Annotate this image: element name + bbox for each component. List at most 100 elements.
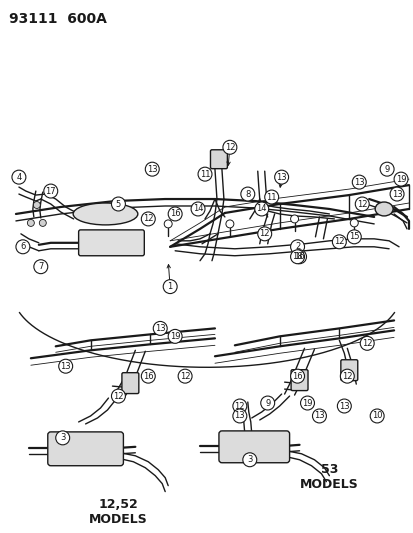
Circle shape <box>240 187 254 201</box>
Text: 4: 4 <box>16 173 21 182</box>
Circle shape <box>178 369 192 383</box>
Text: 12: 12 <box>142 214 153 223</box>
Text: 16: 16 <box>294 252 304 261</box>
Circle shape <box>264 190 278 204</box>
Circle shape <box>349 219 357 227</box>
Text: 14: 14 <box>192 205 203 214</box>
Text: 5: 5 <box>116 199 121 208</box>
Circle shape <box>33 201 40 208</box>
Text: 15: 15 <box>348 232 358 241</box>
Text: 12: 12 <box>224 143 235 152</box>
Circle shape <box>290 369 304 383</box>
Circle shape <box>292 250 306 264</box>
Circle shape <box>27 220 34 227</box>
Text: 13: 13 <box>147 165 157 174</box>
Circle shape <box>59 359 72 373</box>
FancyBboxPatch shape <box>340 360 357 381</box>
Text: 8: 8 <box>244 190 250 199</box>
Text: 18: 18 <box>292 252 302 261</box>
Text: 12: 12 <box>234 401 244 410</box>
Circle shape <box>39 220 46 227</box>
Text: 1: 1 <box>167 282 172 291</box>
Text: 13: 13 <box>234 411 244 421</box>
Circle shape <box>12 170 26 184</box>
Circle shape <box>351 175 366 189</box>
Circle shape <box>354 197 368 211</box>
Circle shape <box>389 187 403 201</box>
Text: 13: 13 <box>313 411 324 421</box>
Text: 12: 12 <box>259 229 269 238</box>
Text: 13: 13 <box>275 173 286 182</box>
Text: 9: 9 <box>384 165 389 174</box>
Circle shape <box>225 220 233 228</box>
Circle shape <box>260 396 274 410</box>
Text: 53
MODELS: 53 MODELS <box>299 463 358 491</box>
Text: 7: 7 <box>38 262 43 271</box>
FancyBboxPatch shape <box>47 432 123 466</box>
Text: 12: 12 <box>356 199 367 208</box>
Text: 16: 16 <box>292 372 302 381</box>
Text: 9: 9 <box>264 399 270 408</box>
Circle shape <box>393 172 407 186</box>
Text: 13: 13 <box>391 190 401 199</box>
Circle shape <box>347 230 361 244</box>
Text: 11: 11 <box>266 192 276 201</box>
Circle shape <box>290 240 304 254</box>
Text: 93111  600A: 93111 600A <box>9 12 107 26</box>
Circle shape <box>56 431 69 445</box>
Circle shape <box>168 207 182 221</box>
Circle shape <box>242 453 256 467</box>
Text: 12: 12 <box>179 372 190 381</box>
Text: 10: 10 <box>371 411 382 421</box>
Circle shape <box>191 202 204 216</box>
Text: 6: 6 <box>20 243 26 251</box>
Circle shape <box>379 162 393 176</box>
Circle shape <box>369 409 383 423</box>
Circle shape <box>44 184 57 198</box>
Text: 12: 12 <box>341 372 352 381</box>
Text: 12: 12 <box>333 237 344 246</box>
Circle shape <box>254 202 268 216</box>
Text: 16: 16 <box>142 372 153 381</box>
Circle shape <box>163 280 177 294</box>
Text: 13: 13 <box>154 324 165 333</box>
Text: 13: 13 <box>338 401 349 410</box>
Circle shape <box>290 215 298 223</box>
FancyBboxPatch shape <box>218 431 289 463</box>
FancyBboxPatch shape <box>210 150 227 168</box>
Circle shape <box>145 162 159 176</box>
Circle shape <box>153 321 167 335</box>
Circle shape <box>34 260 47 273</box>
Circle shape <box>337 399 351 413</box>
Circle shape <box>232 399 246 413</box>
Text: 2: 2 <box>294 243 299 251</box>
Text: 12: 12 <box>113 392 123 401</box>
FancyBboxPatch shape <box>78 230 144 256</box>
Circle shape <box>111 389 125 403</box>
Circle shape <box>16 240 30 254</box>
Text: 16: 16 <box>169 209 180 219</box>
Text: 3: 3 <box>247 455 252 464</box>
Circle shape <box>339 369 354 383</box>
Circle shape <box>141 369 155 383</box>
Circle shape <box>141 212 155 226</box>
FancyBboxPatch shape <box>121 373 138 393</box>
Text: 14: 14 <box>256 205 266 214</box>
Text: 13: 13 <box>60 362 71 371</box>
Circle shape <box>290 250 304 264</box>
Text: 3: 3 <box>60 433 65 442</box>
Ellipse shape <box>73 203 138 225</box>
Circle shape <box>197 167 211 181</box>
Text: 13: 13 <box>353 177 364 187</box>
Circle shape <box>359 336 373 350</box>
Circle shape <box>257 227 271 241</box>
Text: 19: 19 <box>301 399 312 408</box>
Circle shape <box>312 409 325 423</box>
Circle shape <box>332 235 346 249</box>
Ellipse shape <box>374 202 392 216</box>
Circle shape <box>164 220 172 228</box>
Circle shape <box>111 197 125 211</box>
Circle shape <box>222 140 236 154</box>
Text: 12,52
MODELS: 12,52 MODELS <box>89 498 147 526</box>
Text: 19: 19 <box>395 175 405 184</box>
